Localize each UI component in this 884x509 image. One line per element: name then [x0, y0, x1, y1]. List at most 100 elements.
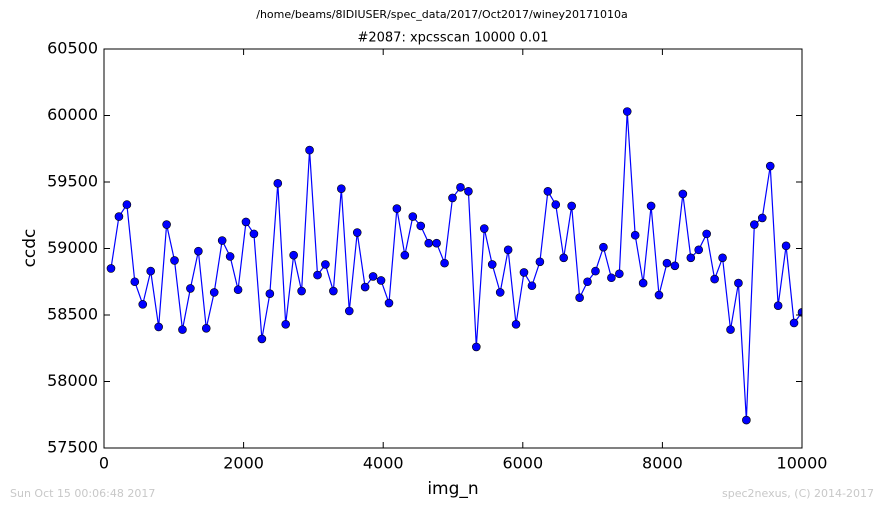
- marker: [495, 288, 505, 297]
- marker: [273, 179, 283, 188]
- y-tick-label: 59000: [47, 238, 98, 257]
- chart-title: #2087: xpcsscan 10000 0.01: [357, 31, 548, 46]
- marker: [408, 212, 418, 221]
- marker: [448, 193, 457, 203]
- x-tick-label: 10000: [777, 454, 828, 473]
- marker: [543, 187, 553, 196]
- marker: [472, 342, 481, 352]
- marker: [297, 286, 306, 296]
- marker: [773, 301, 783, 310]
- marker: [281, 320, 290, 329]
- marker: [551, 200, 561, 209]
- marker: [194, 246, 203, 256]
- x-axis-label: img_n: [427, 479, 478, 499]
- marker: [678, 189, 688, 199]
- marker: [607, 273, 616, 283]
- marker: [599, 242, 608, 252]
- marker: [154, 322, 163, 332]
- marker: [201, 323, 211, 333]
- marker: [670, 261, 680, 271]
- marker: [535, 257, 545, 267]
- marker: [241, 217, 251, 227]
- marker: [146, 266, 155, 276]
- marker: [122, 200, 132, 209]
- marker: [750, 220, 759, 229]
- marker: [726, 325, 735, 334]
- marker: [138, 300, 148, 309]
- y-axis-label: ccdc: [20, 229, 40, 268]
- marker: [313, 270, 322, 280]
- x-tick-label: 2000: [223, 454, 264, 473]
- marker: [337, 184, 346, 193]
- marker: [329, 286, 338, 296]
- marker: [265, 289, 275, 299]
- marker: [789, 318, 799, 328]
- marker: [575, 293, 584, 303]
- marker: [162, 220, 171, 229]
- marker: [654, 290, 664, 300]
- marker: [487, 260, 497, 269]
- marker: [257, 334, 267, 344]
- x-tick-label: 8000: [642, 454, 683, 473]
- marker: [559, 253, 569, 263]
- marker: [503, 245, 513, 255]
- suptitle: /home/beams/8IDIUSER/spec_data/2017/Oct2…: [256, 8, 628, 21]
- marker: [757, 213, 767, 223]
- marker: [225, 252, 235, 261]
- marker: [662, 258, 672, 268]
- marker: [456, 183, 465, 192]
- marker: [511, 320, 521, 329]
- marker: [170, 256, 179, 265]
- marker: [686, 253, 696, 263]
- marker: [130, 277, 140, 287]
- marker: [233, 285, 243, 295]
- marker: [440, 258, 449, 268]
- plot-area: [106, 107, 802, 425]
- marker: [567, 201, 576, 211]
- marker: [797, 308, 802, 317]
- marker: [289, 250, 298, 260]
- marker: [114, 212, 124, 221]
- x-tick-label: 6000: [502, 454, 543, 473]
- marker: [305, 145, 314, 155]
- y-tick-label: 57500: [47, 438, 98, 457]
- marker: [519, 268, 529, 277]
- marker: [249, 229, 259, 239]
- marker: [178, 325, 187, 334]
- marker: [352, 228, 362, 237]
- marker: [615, 269, 624, 279]
- marker: [646, 201, 656, 211]
- marker: [424, 238, 434, 248]
- marker: [376, 276, 386, 285]
- marker: [694, 245, 703, 255]
- marker: [392, 204, 402, 213]
- marker: [217, 236, 227, 245]
- marker: [742, 415, 751, 425]
- marker: [384, 298, 394, 308]
- marker: [638, 278, 648, 288]
- marker: [479, 224, 489, 233]
- marker: [734, 278, 743, 288]
- marker: [432, 238, 441, 248]
- footer-left: Sun Oct 15 00:06:48 2017: [10, 487, 155, 500]
- y-tick-label: 60500: [47, 39, 98, 58]
- y-tick-label: 58000: [47, 371, 98, 390]
- marker: [765, 161, 775, 171]
- marker: [400, 250, 410, 260]
- marker: [416, 221, 426, 231]
- x-tick-label: 0: [99, 454, 109, 473]
- marker: [718, 253, 727, 263]
- y-tick-label: 59500: [47, 172, 98, 191]
- marker: [702, 229, 711, 239]
- y-tick-label: 58500: [47, 305, 98, 324]
- marker: [781, 241, 791, 251]
- marker: [344, 306, 354, 316]
- marker: [591, 266, 600, 276]
- footer-right: spec2nexus, (C) 2014-2017: [722, 487, 874, 500]
- marker: [630, 230, 640, 240]
- marker: [622, 107, 632, 116]
- marker: [710, 274, 719, 284]
- y-tick-label: 60000: [47, 105, 98, 124]
- marker: [527, 281, 537, 291]
